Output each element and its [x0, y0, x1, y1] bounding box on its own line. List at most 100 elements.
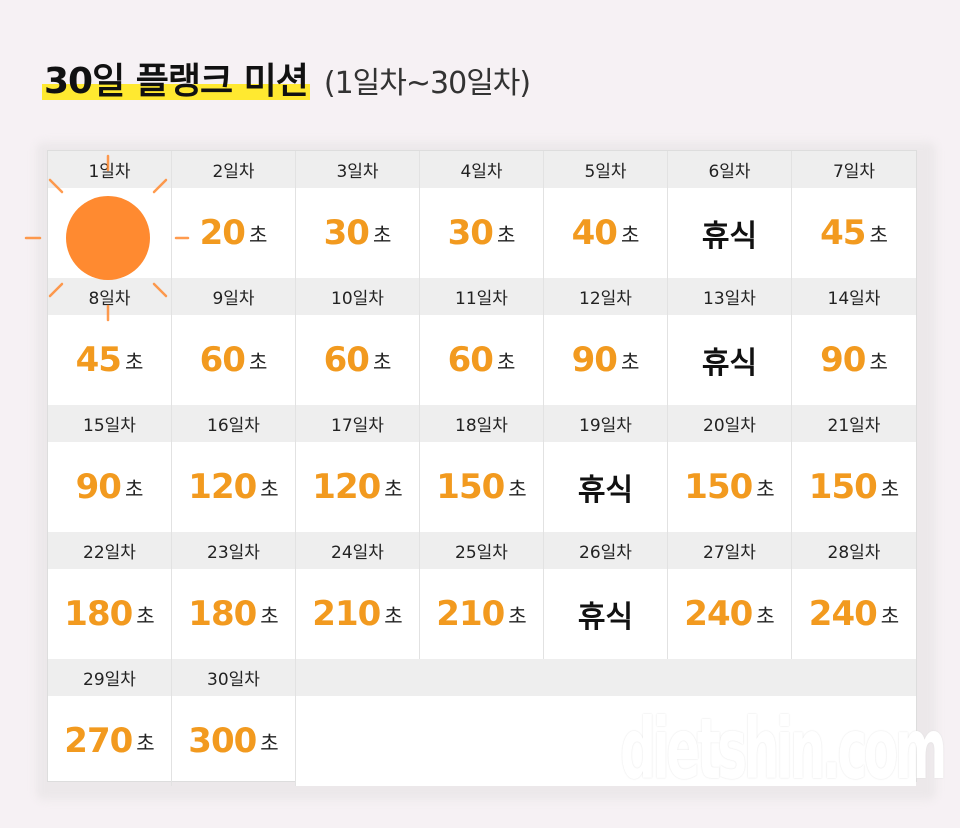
seconds-value: 150	[436, 467, 505, 507]
seconds-value: 90	[820, 340, 866, 380]
empty-header	[792, 659, 916, 696]
day-value: 150 초	[668, 442, 791, 532]
seconds-value: 300	[188, 721, 257, 761]
seconds-value: 210	[436, 594, 505, 634]
empty-cell	[668, 659, 792, 786]
day-value: 120 초	[296, 442, 419, 532]
seconds-value: 240	[684, 594, 753, 634]
seconds-unit: 초	[496, 349, 516, 374]
day-value: 210 초	[296, 569, 419, 659]
day-cell: 14일차 90 초	[792, 278, 916, 405]
day-cell: 30일차 300 초	[172, 659, 296, 786]
day-cell: 17일차 120 초	[296, 405, 420, 532]
day-value: 휴식	[668, 188, 791, 278]
empty-header	[668, 659, 792, 696]
day-label: 25일차	[420, 532, 543, 569]
seconds-unit: 초	[880, 476, 900, 501]
day-label: 22일차	[48, 532, 171, 569]
day-value: 150 초	[420, 442, 543, 532]
seconds-unit: 초	[869, 222, 888, 247]
day-cell: 8일차 45 초	[48, 278, 172, 405]
day-cell: 28일차 240 초	[792, 532, 916, 659]
day-label: 23일차	[172, 532, 295, 569]
day-label: 1일차	[48, 151, 171, 188]
seconds-unit: 초	[248, 349, 268, 374]
day-label: 4일차	[420, 151, 543, 188]
schedule-grid: 1일차초2일차20초3일차30초4일차30초5일차40초6일차휴식7일차45초8…	[47, 150, 917, 786]
day-cell: 4일차 30 초	[420, 151, 544, 278]
seconds-unit: 초	[496, 222, 516, 247]
day-label: 21일차	[792, 405, 916, 442]
day-value: 270 초	[48, 696, 171, 786]
seconds-unit: 초	[260, 476, 279, 501]
seconds-value: 20	[199, 213, 246, 253]
seconds-unit: 초	[384, 476, 403, 501]
empty-header	[544, 659, 668, 696]
day-label: 3일차	[296, 151, 419, 188]
day-label: 13일차	[668, 278, 791, 315]
day-cell: 10일차 60 초	[296, 278, 420, 405]
day-value: 휴식	[544, 569, 667, 659]
day-label: 10일차	[296, 278, 419, 315]
day-value: 60 초	[420, 315, 543, 405]
seconds-value: 210	[312, 594, 381, 634]
seconds-unit: 초	[620, 222, 640, 247]
day-value: 휴식	[668, 315, 791, 405]
empty-body	[296, 696, 420, 786]
day-cell: 25일차 210 초	[420, 532, 544, 659]
seconds-unit: 초	[248, 222, 268, 247]
day-label: 9일차	[172, 278, 295, 315]
seconds-unit: 초	[620, 349, 640, 374]
day-label: 5일차	[544, 151, 667, 188]
seconds-unit: 초	[508, 476, 527, 501]
day-value: 60 초	[172, 315, 295, 405]
day-label: 26일차	[544, 532, 667, 569]
day-cell: 9일차 60 초	[172, 278, 296, 405]
day-value: 휴식	[544, 442, 667, 532]
day-value: 210 초	[420, 569, 543, 659]
day-label: 7일차	[792, 151, 916, 188]
seconds-unit: 초	[260, 603, 279, 628]
seconds-value: 150	[684, 467, 753, 507]
day-label: 17일차	[296, 405, 419, 442]
rest-text: 휴식	[577, 473, 634, 508]
seconds-value: 120	[188, 467, 257, 507]
seconds-unit: 초	[869, 349, 888, 374]
day-label: 29일차	[48, 659, 171, 696]
seconds-value: 45	[75, 340, 122, 380]
empty-cell	[544, 659, 668, 786]
day-value: 150 초	[792, 442, 916, 532]
day-cell: 26일차 휴식	[544, 532, 668, 659]
seconds-unit: 초	[756, 476, 775, 501]
rest-text: 휴식	[701, 219, 758, 254]
title-main: 30일 플랭크 미션	[42, 52, 310, 104]
day-value: 240 초	[792, 569, 916, 659]
day-cell: 12일차 90 초	[544, 278, 668, 405]
day-value: 60 초	[296, 315, 419, 405]
day-value: 20 초	[172, 188, 295, 278]
day-value: 180 초	[172, 569, 295, 659]
seconds-value: 30	[323, 213, 370, 253]
day-cell: 3일차 30 초	[296, 151, 420, 278]
day-value: 120 초	[172, 442, 295, 532]
empty-header	[296, 659, 420, 696]
day-cell: 18일차 150 초	[420, 405, 544, 532]
seconds-unit: 초	[260, 730, 279, 755]
day-value: 30 초	[296, 188, 419, 278]
day-cell: 29일차 270 초	[48, 659, 172, 786]
day-label: 27일차	[668, 532, 791, 569]
day-cell: 13일차 휴식	[668, 278, 792, 405]
day-label: 14일차	[792, 278, 916, 315]
seconds-value: 120	[312, 467, 381, 507]
seconds-value: 45	[820, 213, 866, 253]
day-label: 11일차	[420, 278, 543, 315]
empty-header	[420, 659, 544, 696]
seconds-value: 90	[75, 467, 122, 507]
day-cell: 23일차 180 초	[172, 532, 296, 659]
day-value: 240 초	[668, 569, 791, 659]
day-cell: 21일차 150 초	[792, 405, 916, 532]
day-value: 45 초	[792, 188, 916, 278]
day-label: 19일차	[544, 405, 667, 442]
day-label: 30일차	[172, 659, 295, 696]
day-label: 20일차	[668, 405, 791, 442]
